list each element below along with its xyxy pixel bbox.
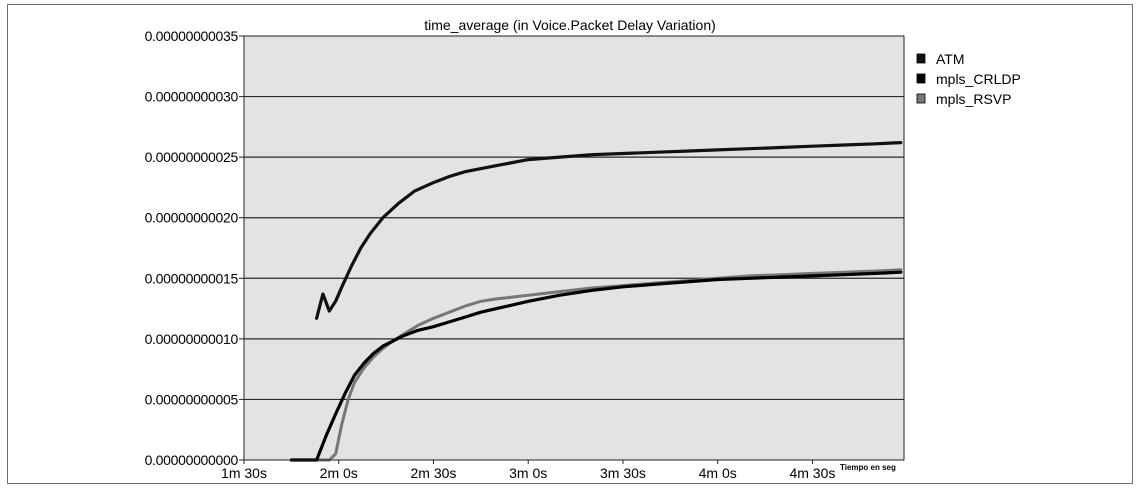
legend: ATM mpls_CRLDP mpls_RSVP xyxy=(916,51,1021,107)
legend-swatch-1 xyxy=(916,73,926,84)
y-tick-label-1: 0.00000000005 xyxy=(145,391,239,407)
series-line-atm xyxy=(315,141,903,320)
x-tick-label-3: 3m 0s xyxy=(509,465,547,481)
y-axis: 0.00000000000 0.00000000005 0.00000000010 0… xyxy=(145,28,244,468)
y-tick-label-0: 0.00000000000 xyxy=(145,452,239,468)
y-tick-label-7: 0.00000000035 xyxy=(145,28,239,44)
x-tick-label-0: 1m 30s xyxy=(221,465,267,481)
chart-frame xyxy=(7,4,1133,484)
y-tick-label-5: 0.00000000025 xyxy=(145,149,239,165)
y-tick-label-4: 0.00000000020 xyxy=(145,210,239,226)
legend-label-0: ATM xyxy=(936,51,965,67)
x-tick-label-1: 2m 0s xyxy=(320,465,358,481)
x-tick-label-2: 2m 30s xyxy=(411,465,457,481)
x-axis-label: Tiempo en seg xyxy=(840,463,896,472)
legend-swatch-0 xyxy=(916,53,926,64)
legend-swatch-2 xyxy=(916,93,926,104)
x-tick-label-4: 3m 30s xyxy=(600,465,646,481)
y-tick-label-6: 0.00000000030 xyxy=(145,89,239,105)
series-layer xyxy=(289,141,903,462)
x-tick-label-6: 4m 30s xyxy=(789,465,835,481)
chart-title: time_average (in Voice.Packet Delay Vari… xyxy=(424,17,716,33)
plot-border xyxy=(243,35,905,461)
series-line-mpls-rsvp xyxy=(289,268,903,462)
series-line-mpls-crldp xyxy=(289,270,903,462)
x-axis: 1m 30s 2m 0s 2m 30s 3m 0s 3m 30s 4m 0s 4m 30s xyxy=(221,460,835,481)
y-tick-label-2: 0.00000000010 xyxy=(145,331,239,347)
plot-area xyxy=(244,36,904,460)
y-tick-label-3: 0.00000000015 xyxy=(145,270,239,286)
legend-label-1: mpls_CRLDP xyxy=(936,71,1021,87)
legend-label-2: mpls_RSVP xyxy=(936,91,1011,107)
x-tick-label-5: 4m 0s xyxy=(699,465,737,481)
